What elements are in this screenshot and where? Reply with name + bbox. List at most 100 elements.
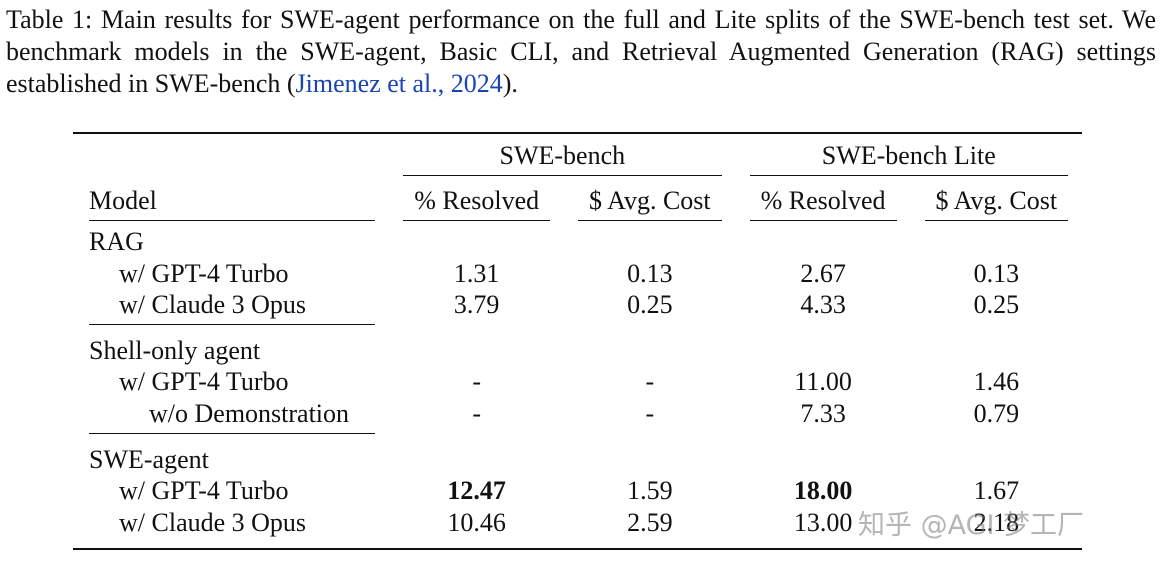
cell-box: 13.00 bbox=[750, 507, 897, 539]
cell-box: w/ GPT-4 Turbo bbox=[89, 366, 389, 398]
cell-box: $ Avg. Cost bbox=[578, 185, 722, 222]
cell-box: 1.31 bbox=[403, 258, 550, 290]
value: 0.79 bbox=[973, 398, 1020, 428]
value-cell: 1.59 bbox=[564, 475, 735, 507]
value-cell: 11.00 bbox=[736, 366, 911, 398]
column-header-row: Model % Resolved $ Avg. Cost % Resolved $ Av… bbox=[73, 180, 1082, 226]
data-row: w/ Claude 3 Opus 10.46 2.59 13.00 2.18 bbox=[73, 507, 1082, 550]
model-name-cell: w/ Claude 3 Opus bbox=[73, 289, 389, 321]
value: 1.31 bbox=[453, 258, 500, 288]
blank-cell bbox=[564, 437, 735, 444]
value-cell: 18.00 bbox=[736, 475, 911, 507]
value-cell: 1.46 bbox=[911, 366, 1082, 398]
cell-box: w/ GPT-4 Turbo bbox=[89, 475, 389, 507]
cell-box: 0.13 bbox=[578, 258, 721, 290]
blank-cell bbox=[564, 444, 735, 476]
cell-box: SWE-agent bbox=[89, 444, 389, 476]
watermark: 知乎 @AGI 梦工厂 bbox=[858, 510, 1085, 541]
cell-box: 0.25 bbox=[578, 289, 721, 321]
cell-box: 0.25 bbox=[925, 289, 1068, 321]
cell-box: w/ Claude 3 Opus bbox=[89, 289, 389, 321]
model-name: w/ GPT-4 Turbo bbox=[119, 476, 289, 506]
blank-cell bbox=[389, 335, 564, 367]
value: 0.25 bbox=[973, 290, 1020, 320]
model-name: w/o Demonstration bbox=[149, 398, 350, 428]
section-name-cell: SWE-agent bbox=[73, 444, 389, 476]
citation-link[interactable]: Jimenez et al., 2024 bbox=[295, 69, 503, 98]
section-name-cell: Shell-only agent bbox=[73, 335, 389, 367]
model-name: w/ GPT-4 Turbo bbox=[119, 258, 289, 288]
separator-row bbox=[73, 321, 1082, 328]
group-header: SWE-bench Lite bbox=[821, 140, 996, 170]
value-cell: 0.13 bbox=[564, 258, 735, 290]
column-header-cell: $ Avg. Cost bbox=[564, 180, 735, 226]
results-table: SWE-bench SWE-bench Lite Model % Resolved $ … bbox=[73, 132, 1082, 551]
value-cell: - bbox=[564, 398, 735, 430]
model-name: w/ GPT-4 Turbo bbox=[119, 367, 289, 397]
cell-box: % Resolved bbox=[749, 185, 897, 222]
value-cell: 2.67 bbox=[736, 258, 911, 290]
value: 12.47 bbox=[447, 476, 506, 506]
cell-box: 2.67 bbox=[750, 258, 897, 290]
cell-box: 2.59 bbox=[578, 507, 721, 539]
data-row: w/ GPT-4 Turbo 1.31 0.13 2.67 0.13 bbox=[73, 258, 1082, 290]
column-header: % Resolved bbox=[760, 185, 886, 215]
value: 2.67 bbox=[800, 258, 846, 288]
blank-cell bbox=[911, 335, 1082, 367]
value: 0.13 bbox=[627, 258, 673, 288]
blank-cell bbox=[736, 437, 911, 444]
value-cell: 3.79 bbox=[389, 289, 564, 321]
blank-cell bbox=[911, 321, 1082, 328]
cell-box: SWE-bench bbox=[403, 140, 722, 177]
cell-box bbox=[89, 432, 376, 434]
value-cell: 1.31 bbox=[389, 258, 564, 290]
caption: Table 1: Main results for SWE-agent perf… bbox=[6, 4, 1156, 100]
cell-box: - bbox=[403, 366, 550, 398]
blank-cell bbox=[389, 437, 564, 444]
value: - bbox=[472, 398, 481, 428]
blank-cell bbox=[911, 437, 1082, 444]
blank-cell bbox=[736, 321, 911, 328]
cell-box: 2.18 bbox=[925, 507, 1068, 539]
column-header: $ Avg. Cost bbox=[935, 185, 1058, 215]
value: 18.00 bbox=[793, 476, 853, 506]
cell-box: w/ GPT-4 Turbo bbox=[89, 258, 389, 290]
cell-box: 3.79 bbox=[403, 289, 550, 321]
blank-cell bbox=[736, 226, 911, 258]
model-name: w/ Claude 3 Opus bbox=[119, 290, 307, 320]
value-cell: 4.33 bbox=[736, 289, 911, 321]
model-name-cell: w/ GPT-4 Turbo bbox=[73, 475, 389, 507]
data-row: w/o Demonstration - - 7.33 0.79 bbox=[73, 398, 1082, 430]
value-cell: 2.18 bbox=[911, 507, 1082, 550]
group-header-row: SWE-bench SWE-bench Lite bbox=[73, 133, 1082, 180]
cell-box: 0.13 bbox=[925, 258, 1068, 290]
cell-box: 0.79 bbox=[925, 398, 1068, 430]
value-cell: 0.79 bbox=[911, 398, 1082, 430]
value: 4.33 bbox=[800, 290, 846, 320]
cell-box: 1.59 bbox=[578, 475, 721, 507]
section-row: Shell-only agent bbox=[73, 335, 1082, 367]
blank-cell bbox=[389, 444, 564, 476]
value-cell: 7.33 bbox=[736, 398, 911, 430]
cell-box: 18.00 bbox=[750, 475, 897, 507]
cell-box: SWE-bench Lite bbox=[749, 140, 1068, 177]
cell-box: Shell-only agent bbox=[89, 335, 389, 367]
blank-cell bbox=[911, 444, 1082, 476]
value: 11.00 bbox=[794, 367, 852, 397]
cell-box: 1.67 bbox=[925, 475, 1068, 507]
data-row: w/ Claude 3 Opus 3.79 0.25 4.33 0.25 bbox=[73, 289, 1082, 321]
model-name-cell: w/ GPT-4 Turbo bbox=[73, 258, 389, 290]
value: 1.46 bbox=[973, 367, 1020, 397]
cell-box: % Resolved bbox=[403, 185, 551, 222]
section-name: SWE-agent bbox=[89, 444, 209, 474]
value: 0.13 bbox=[973, 258, 1020, 288]
caption-label: Table 1: bbox=[6, 5, 93, 34]
blank-cell bbox=[736, 328, 911, 335]
cell-box: - bbox=[578, 366, 721, 398]
value: - bbox=[645, 398, 655, 428]
blank-cell bbox=[73, 437, 389, 444]
blank-cell bbox=[564, 226, 735, 258]
cell-box: - bbox=[578, 398, 721, 430]
blank-cell bbox=[736, 444, 911, 476]
